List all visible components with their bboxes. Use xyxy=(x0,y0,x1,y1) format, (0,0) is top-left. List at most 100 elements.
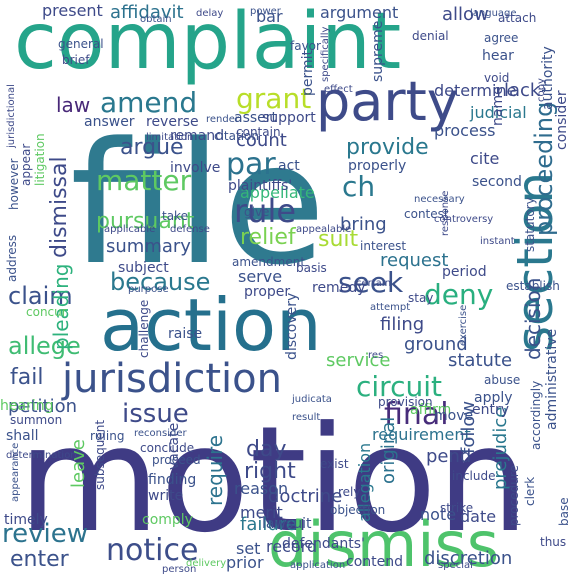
word-discretion: discretion xyxy=(424,548,512,569)
word-consider: consider xyxy=(554,90,570,150)
word-review: review xyxy=(2,519,88,549)
word-petition: petition xyxy=(8,396,77,417)
word-summary: summary xyxy=(106,236,191,257)
word-address: address xyxy=(5,235,19,282)
word-limitation: limitation xyxy=(146,132,193,143)
word-name: name xyxy=(490,86,506,126)
word-remedy: remedy xyxy=(312,280,365,296)
word-failure: failure xyxy=(240,514,297,535)
word-necessary: necessary xyxy=(414,194,465,205)
word-original: original xyxy=(378,417,399,484)
word-basis: basis xyxy=(296,261,327,275)
word-raise: raise xyxy=(168,326,202,342)
word-attempt: attempt xyxy=(370,302,410,313)
word-law: law xyxy=(56,93,90,117)
word-permit: permit xyxy=(300,49,316,96)
word-final: final xyxy=(384,397,449,432)
word-void: void xyxy=(484,71,509,85)
word-concur: concur xyxy=(26,305,67,319)
word-rely: rely xyxy=(338,485,361,499)
word-administrative: administrative xyxy=(544,329,560,430)
word-comply: comply xyxy=(142,512,193,528)
word-grant: grant xyxy=(236,82,311,115)
word-appear: appear xyxy=(19,144,33,186)
word-exist: exist xyxy=(320,457,349,471)
word-reconsider: reconsider xyxy=(134,428,187,439)
word-pursuant: pursuant xyxy=(96,209,195,234)
word-filing: filing xyxy=(380,314,424,335)
word-summon: summon xyxy=(10,413,62,427)
word-res: res xyxy=(368,350,383,361)
word-supreme: supreme xyxy=(370,21,386,82)
word-appearance: appearance xyxy=(10,443,21,502)
word-subject: subject xyxy=(118,260,169,276)
word-attach: attach xyxy=(498,11,536,25)
word-par: par xyxy=(226,147,276,182)
word-second: second xyxy=(472,174,522,190)
word-conclude: conclude xyxy=(140,441,194,455)
word-action: action xyxy=(100,283,322,367)
word-entry: entry xyxy=(472,402,509,418)
word-apply: apply xyxy=(474,390,513,406)
word-special: special xyxy=(438,560,473,571)
word-lawsuit: lawsuit xyxy=(262,516,312,532)
word-abuse: abuse xyxy=(484,373,520,387)
word-proceeding: proceeding xyxy=(530,102,558,236)
word-controversy: controversy xyxy=(434,214,493,225)
word-claim: claim xyxy=(8,282,73,310)
word-proceed: proceed xyxy=(152,453,201,467)
word-lack: lack xyxy=(504,80,541,101)
word-issue: issue xyxy=(122,399,189,429)
word-day: day xyxy=(246,437,286,462)
word-bring: bring xyxy=(340,214,387,235)
word-appealable: appealable xyxy=(296,224,351,235)
word-suit: suit xyxy=(318,227,359,252)
word-merit: merit xyxy=(240,503,283,522)
word-note: note xyxy=(420,505,456,524)
word-cite: cite xyxy=(470,149,499,168)
word-result: result xyxy=(292,412,320,423)
word-favor: favor xyxy=(290,39,321,53)
word-defendants: defendants' xyxy=(282,536,365,552)
word-procedure: procedure xyxy=(507,465,521,526)
word-contain: contain xyxy=(236,125,281,139)
word-record: record xyxy=(266,537,317,556)
word-stay: stay xyxy=(408,291,433,305)
word-deny: deny xyxy=(424,278,493,311)
word-provision: provision xyxy=(378,395,433,409)
word-take: take xyxy=(162,209,188,223)
word-statutory: statutory xyxy=(523,197,537,252)
word-write: write xyxy=(148,488,183,504)
word-amendment: amendment xyxy=(232,255,305,269)
word-however: however xyxy=(7,158,21,210)
word-authority: authority xyxy=(540,46,556,110)
word-application: application xyxy=(290,560,345,571)
word-serve: serve xyxy=(238,267,282,286)
word-complaint: complaint xyxy=(14,0,401,87)
word-requirement: requirement xyxy=(372,425,471,444)
word-notice: notice xyxy=(106,533,198,568)
word-party: party xyxy=(316,70,459,133)
word-assert: assert xyxy=(234,110,278,126)
word-prior: prior xyxy=(226,553,264,572)
word-date: date xyxy=(460,507,496,526)
word-obtain: obtain xyxy=(140,14,172,25)
word-relief: relief xyxy=(240,225,297,250)
word-fail: fail xyxy=(10,365,43,390)
word-motion: motion xyxy=(18,395,529,565)
word-objection: objection xyxy=(330,503,385,517)
word-dismiss: dismiss xyxy=(268,508,499,576)
word-judicata: judicata xyxy=(291,394,332,405)
word-pend: pend xyxy=(426,446,471,467)
word-include: include xyxy=(452,469,495,483)
word-bar: bar xyxy=(256,7,283,26)
word-allegation: allegation xyxy=(355,443,374,522)
word-challenge: challenge xyxy=(137,300,151,358)
word-plaintiffs: plaintiffs' xyxy=(228,178,292,194)
word-appellate: appellate xyxy=(240,183,315,202)
word-establish: establish xyxy=(506,279,560,293)
word-language: language xyxy=(470,8,517,19)
word-present: present xyxy=(42,1,103,20)
word-contend: contend xyxy=(346,554,403,570)
word-determine: determine xyxy=(434,81,516,100)
